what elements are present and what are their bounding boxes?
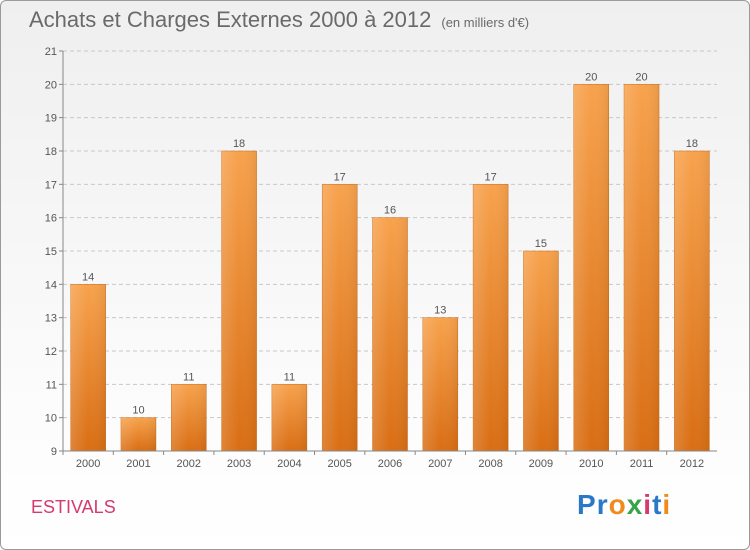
y-axis-ticks: 9 10 11 12 13 14 15 16 17 18 19 20 21 <box>45 46 63 458</box>
title-text: Achats et Charges Externes 2000 à 2012 <box>29 7 432 32</box>
x-tick-label: 2009 <box>529 458 553 470</box>
bar-shine <box>271 384 307 451</box>
bars <box>70 84 710 452</box>
data-label: 20 <box>585 71 597 83</box>
data-label: 13 <box>434 305 446 317</box>
bar-shine <box>120 417 156 451</box>
bar-shine <box>422 317 458 451</box>
y-tick-label: 20 <box>45 79 57 91</box>
y-tick-label: 18 <box>45 146 57 158</box>
x-tick-label: 2002 <box>177 458 201 470</box>
y-tick-label: 16 <box>45 213 57 225</box>
bar-shine <box>372 217 408 451</box>
data-label: 18 <box>233 138 245 150</box>
proxiti-logo: Proxiti <box>577 489 671 521</box>
y-tick-label: 21 <box>45 46 57 58</box>
bar-shine <box>70 284 106 451</box>
bar-shine <box>624 84 660 451</box>
logo-letter: o <box>608 489 627 520</box>
x-tick-label: 2004 <box>277 458 301 470</box>
x-tick-label: 2005 <box>327 458 351 470</box>
y-tick-label: 19 <box>45 113 57 125</box>
logo-letter: i <box>643 489 653 520</box>
x-tick-label: 2003 <box>227 458 251 470</box>
x-tick-label: 2001 <box>126 458 150 470</box>
logo-letter: x <box>626 489 644 520</box>
y-tick-label: 10 <box>45 413 57 425</box>
axes <box>62 51 717 452</box>
bar-shine <box>674 151 710 451</box>
logo-letter: t <box>652 489 663 520</box>
x-tick-label: 2010 <box>579 458 603 470</box>
data-label: 17 <box>334 171 346 183</box>
x-tick-label: 2000 <box>76 458 100 470</box>
data-label: 16 <box>384 205 396 217</box>
chart-title: Achats et Charges Externes 2000 à 2012 (e… <box>29 7 529 33</box>
logo-letter: P <box>577 489 597 520</box>
y-tick-label: 12 <box>45 346 57 358</box>
x-tick-label: 2012 <box>680 458 704 470</box>
y-tick-label: 17 <box>45 179 57 191</box>
data-label: 10 <box>132 405 144 417</box>
bar-shine <box>523 251 559 451</box>
y-tick-label: 14 <box>45 279 57 291</box>
data-label: 15 <box>535 238 547 250</box>
bar-shine <box>322 184 358 452</box>
data-label: 18 <box>686 138 698 150</box>
title-unit: (en milliers d'€) <box>441 15 530 30</box>
logo-letter: r <box>596 489 609 520</box>
y-tick-label: 11 <box>46 379 57 391</box>
bar-shine <box>171 384 207 451</box>
bar-shine <box>473 184 509 452</box>
data-label: 20 <box>635 71 647 83</box>
y-tick-label: 9 <box>51 446 57 458</box>
bar-shine <box>573 84 609 451</box>
logo-letter: i <box>662 489 672 520</box>
data-label: 17 <box>484 171 496 183</box>
x-tick-label: 2006 <box>378 458 402 470</box>
bar-shine <box>221 151 257 451</box>
data-label: 14 <box>82 271 94 283</box>
data-label: 11 <box>284 371 295 383</box>
y-tick-label: 15 <box>45 246 57 258</box>
location-label: ESTIVALS <box>31 497 116 517</box>
x-tick-label: 2011 <box>630 458 654 470</box>
x-tick-label: 2007 <box>428 458 452 470</box>
data-labels: 14 10 11 18 11 17 16 13 17 15 20 20 18 <box>82 71 698 416</box>
data-label: 11 <box>183 371 194 383</box>
x-axis-ticks: 2000 2001 2002 2003 2004 2005 2006 2007 2008 2009… <box>62 451 704 470</box>
x-tick-label: 2008 <box>478 458 502 470</box>
y-tick-label: 13 <box>45 313 57 325</box>
